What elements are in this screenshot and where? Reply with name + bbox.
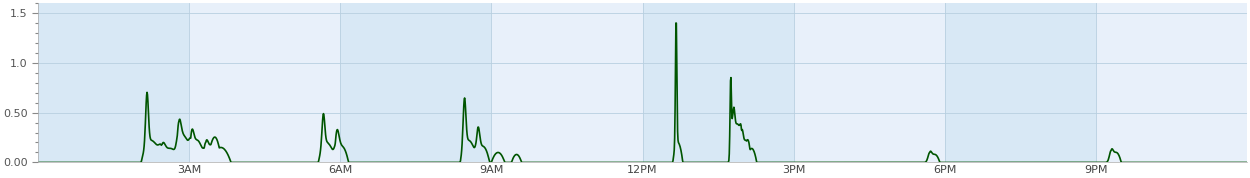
Bar xyxy=(945,3,1096,163)
Bar xyxy=(189,3,340,163)
Bar xyxy=(38,3,189,163)
Bar xyxy=(491,3,642,163)
Bar xyxy=(340,3,491,163)
Bar xyxy=(642,3,794,163)
Bar xyxy=(794,3,945,163)
Bar xyxy=(1096,3,1248,163)
